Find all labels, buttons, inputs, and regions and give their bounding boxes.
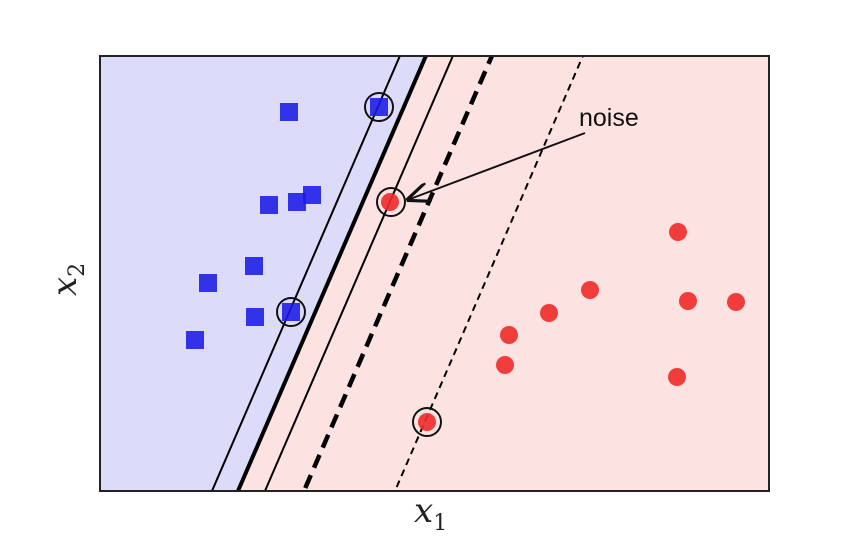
x-axis-label-base: x — [414, 491, 434, 531]
support-vector-ring — [276, 297, 306, 327]
margin-right-solid — [263, 56, 454, 491]
class-b-dot — [540, 304, 558, 322]
class-a-square — [245, 257, 263, 275]
y-axis-label-base: x — [45, 276, 85, 296]
region-class-b — [238, 56, 769, 491]
class-b-dot — [496, 356, 514, 374]
class-a-square — [280, 103, 298, 121]
noise-annotation: noise — [579, 104, 639, 132]
plot-frame — [99, 55, 770, 492]
noise-arrow — [410, 132, 586, 199]
region-class-a — [100, 56, 428, 491]
class-b-dot — [727, 293, 745, 311]
class-a-square — [303, 186, 321, 204]
boundary-solid-thick — [235, 56, 429, 491]
x-axis-label: x1 — [414, 494, 447, 535]
margin-left-solid — [210, 56, 401, 491]
class-a-square — [260, 196, 278, 214]
margin-dashed-thin — [393, 56, 584, 491]
class-a-square — [186, 331, 204, 349]
class-b-dot — [581, 281, 599, 299]
class-a-square — [246, 308, 264, 326]
class-b-dot — [669, 223, 687, 241]
class-b-dot — [679, 292, 697, 310]
class-b-dot — [381, 193, 399, 211]
class-b-dot — [500, 326, 518, 344]
y-axis-label: x2 — [45, 262, 90, 296]
class-b-dot — [418, 413, 436, 431]
class-a-square — [199, 274, 217, 292]
class-a-square — [282, 303, 300, 321]
x-axis-label-sub: 1 — [433, 510, 448, 536]
class-a-square — [370, 98, 388, 116]
support-vector-ring — [364, 92, 394, 122]
class-a-square — [288, 193, 306, 211]
boundary-dashed-thick — [301, 56, 495, 491]
support-vector-ring — [412, 407, 442, 437]
class-b-dot — [668, 368, 686, 386]
y-axis-label-sub: 2 — [64, 262, 90, 277]
